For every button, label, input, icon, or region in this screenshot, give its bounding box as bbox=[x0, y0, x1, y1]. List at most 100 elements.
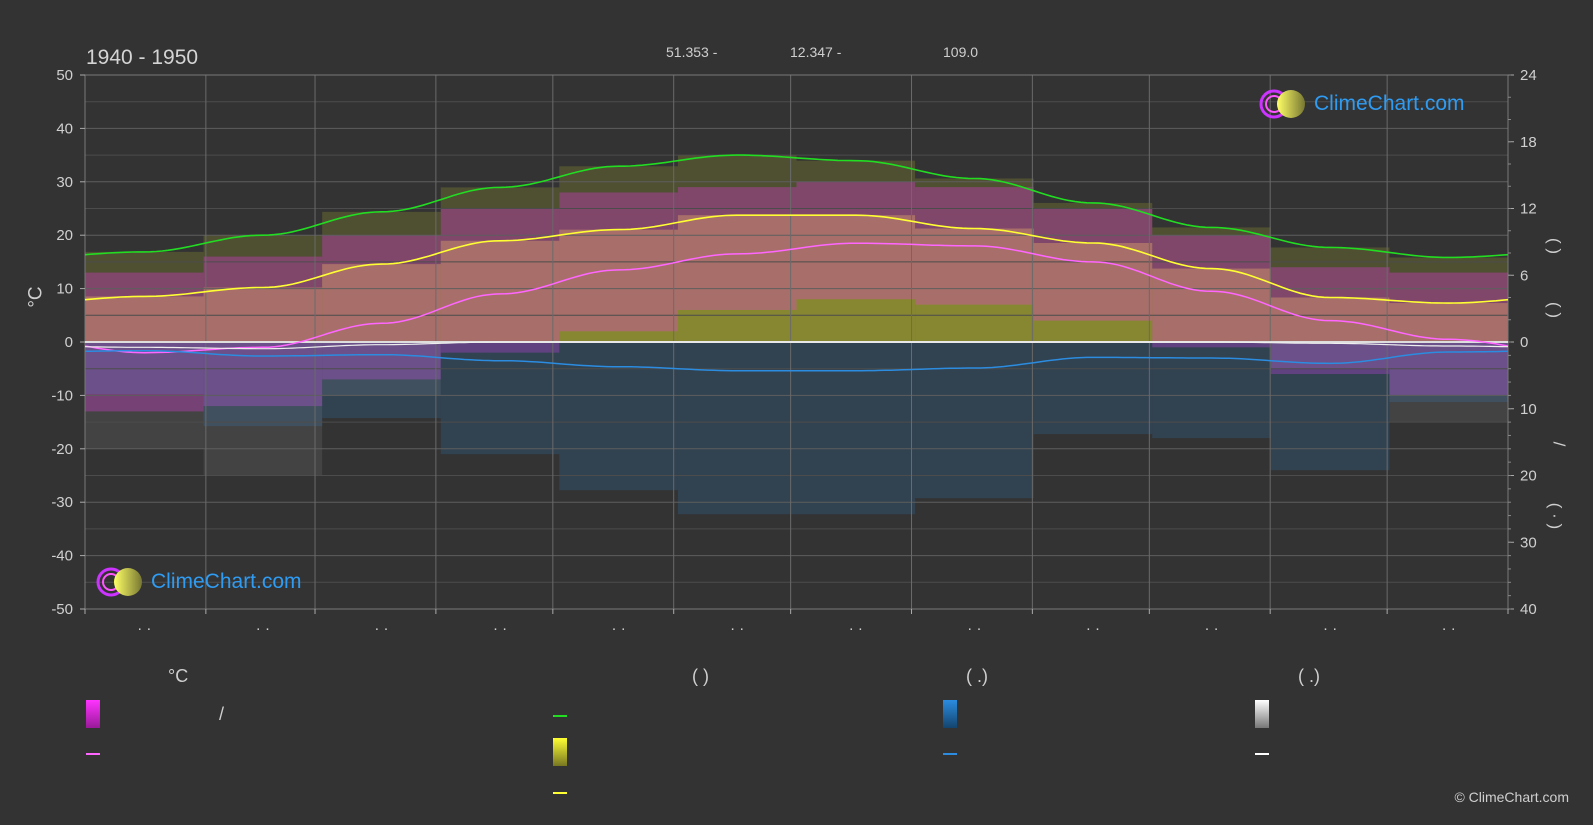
sun-possible-bar bbox=[915, 178, 1034, 342]
legend-snow-line bbox=[1255, 753, 1269, 755]
legend-temp-header: °C bbox=[168, 666, 189, 686]
daylight-line bbox=[84, 154, 1509, 259]
left-tick-label: -40 bbox=[51, 548, 73, 565]
legend-rain-line bbox=[943, 753, 957, 755]
elevation-label: 109.0 bbox=[943, 44, 979, 60]
rain-bar bbox=[1033, 342, 1153, 435]
right-tick-label: 24 bbox=[1520, 67, 1537, 84]
sunshine-bar bbox=[440, 240, 560, 342]
legend-rain-header: ( .) bbox=[966, 666, 988, 686]
lines-layer bbox=[84, 154, 1509, 372]
sunshine-bar bbox=[796, 215, 916, 342]
snow-line bbox=[84, 341, 1509, 350]
snow-bar bbox=[203, 342, 323, 476]
right-tick-label: 18 bbox=[1520, 134, 1537, 151]
logo-top[interactable]: ClimeChart.com bbox=[1258, 88, 1465, 120]
sunshine-bar bbox=[1270, 297, 1390, 342]
legend-temp-range-swatch bbox=[86, 700, 100, 728]
legend-sunshine-swatch bbox=[553, 738, 567, 766]
sun-possible-bar bbox=[796, 160, 916, 342]
x-tick-label: · · bbox=[493, 620, 507, 637]
right-tick-label: 10 bbox=[1520, 401, 1537, 418]
x-tick-label: · · bbox=[1204, 620, 1218, 637]
legend-snow-header: ( .) bbox=[1298, 666, 1320, 686]
sun-possible-bar bbox=[440, 187, 560, 342]
logo-text: ClimeChart.com bbox=[1314, 92, 1465, 115]
left-tick-label: 20 bbox=[56, 227, 73, 244]
right-axis-paren-top: ( ) bbox=[1545, 237, 1565, 255]
legend-sun-header: ( ) bbox=[692, 666, 709, 686]
x-tick-label: · · bbox=[1086, 620, 1100, 637]
axis-layer: 50 40 30 20 10 0 -10 -20 -30 -40 -50 24 18 12 6 0 10 20 30… bbox=[51, 67, 1536, 637]
snow-bar bbox=[1270, 342, 1390, 369]
temp-range-bar bbox=[1033, 208, 1153, 321]
temp-range-bar bbox=[440, 208, 560, 353]
rain-bar bbox=[796, 342, 916, 515]
x-tick-label: · · bbox=[374, 620, 388, 637]
sun-possible-bar bbox=[559, 166, 678, 342]
left-axis-unit: °C bbox=[25, 286, 47, 308]
climechart-logo-icon bbox=[96, 567, 142, 597]
sun-possible-bar bbox=[322, 211, 441, 342]
copyright: © ClimeChart.com bbox=[1454, 789, 1569, 805]
temp-range-bar bbox=[677, 187, 797, 310]
sun-possible-bar bbox=[1033, 202, 1153, 342]
right-tick-label: 30 bbox=[1520, 534, 1537, 551]
x-tick-label: · · bbox=[612, 620, 626, 637]
sunshine-line bbox=[84, 214, 1509, 304]
rain-bar bbox=[677, 342, 797, 515]
left-tick-label: -50 bbox=[51, 601, 73, 618]
right-axis-paren-bot: ( · ) bbox=[1546, 502, 1566, 530]
sunshine-bar bbox=[559, 229, 678, 342]
right-tick-label: 0 bbox=[1520, 334, 1528, 351]
legend-snow-swatch bbox=[1255, 700, 1269, 728]
sun-possible-bar bbox=[677, 155, 797, 342]
left-tick-label: 40 bbox=[56, 120, 73, 137]
logo-text: ClimeChart.com bbox=[151, 570, 302, 593]
logo-bottom[interactable]: ClimeChart.com bbox=[95, 566, 302, 598]
temp-range-bar bbox=[796, 181, 916, 300]
x-tick-label: · · bbox=[1323, 620, 1337, 637]
legend-temp-mean-line bbox=[86, 753, 100, 755]
climechart-logo-icon bbox=[1259, 89, 1305, 119]
right-axis-slash: / bbox=[1549, 441, 1569, 447]
legend-sunshine-line bbox=[553, 792, 567, 794]
sunshine-bar bbox=[1389, 303, 1508, 342]
right-tick-label: 20 bbox=[1520, 468, 1537, 485]
left-tick-label: -30 bbox=[51, 494, 73, 511]
left-tick-label: 0 bbox=[65, 334, 73, 351]
longitude-label: 12.347 - bbox=[790, 44, 842, 60]
period-title: 1940 - 1950 bbox=[86, 46, 199, 69]
left-tick-label: 50 bbox=[56, 67, 73, 84]
sunshine-bar bbox=[1033, 242, 1153, 342]
sun-possible-bar bbox=[1389, 257, 1508, 342]
rain-bar bbox=[559, 342, 678, 491]
snow-bar bbox=[1389, 342, 1508, 423]
left-tick-label: -10 bbox=[51, 387, 73, 404]
left-tick-label: 30 bbox=[56, 174, 73, 191]
sunshine-bar bbox=[1152, 268, 1271, 342]
sun-possible-bar bbox=[1270, 247, 1390, 342]
sunshine-bar bbox=[203, 287, 323, 342]
legend-rain-swatch bbox=[943, 700, 957, 728]
rain-line bbox=[84, 349, 1509, 372]
left-tick-label: 10 bbox=[56, 281, 73, 298]
latitude-label: 51.353 - bbox=[666, 44, 718, 60]
rain-bar bbox=[1152, 342, 1271, 439]
left-tick-label: -20 bbox=[51, 441, 73, 458]
sunshine-bar bbox=[915, 228, 1034, 342]
right-axis-paren-mid: ( ) bbox=[1545, 301, 1565, 319]
sunshine-bar bbox=[85, 296, 204, 342]
x-tick-label: · · bbox=[967, 620, 981, 637]
x-tick-label: · · bbox=[256, 620, 270, 637]
right-tick-label: 6 bbox=[1520, 267, 1528, 284]
x-tick-label: · · bbox=[849, 620, 863, 637]
x-tick-label: · · bbox=[137, 620, 151, 637]
x-tick-label: · · bbox=[1442, 620, 1456, 637]
right-tick-label: 40 bbox=[1520, 601, 1537, 618]
x-tick-label: · · bbox=[730, 620, 744, 637]
right-tick-label: 12 bbox=[1520, 201, 1537, 218]
legend-daylight-line bbox=[553, 715, 567, 717]
sunshine-bar bbox=[677, 215, 797, 342]
